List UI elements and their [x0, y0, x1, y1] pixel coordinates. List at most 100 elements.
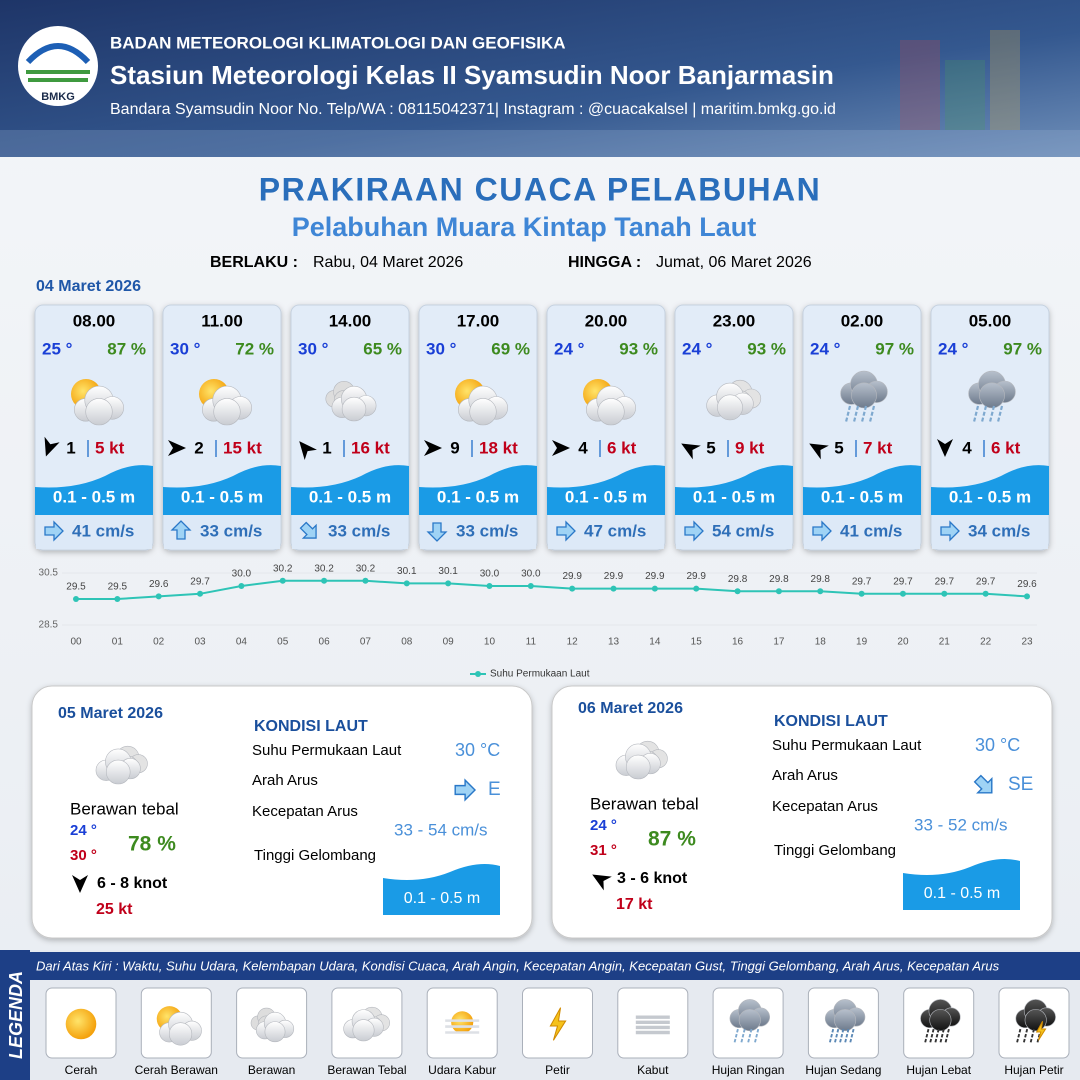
rain-drop: [833, 1028, 840, 1043]
day-condition: Berawan tebal: [590, 794, 699, 813]
legend-item-label: Hujan Ringan: [712, 1063, 785, 1077]
day-condition: Berawan tebal: [70, 799, 179, 818]
day-wind: 6 - 8 knot: [97, 875, 168, 892]
weather-icon: [583, 379, 636, 426]
air-temp: 25 °: [42, 339, 73, 358]
cloud-part: [979, 382, 1005, 409]
wind-speed: 5: [834, 438, 843, 457]
wind-speed: 2: [194, 438, 203, 457]
sst-point: [734, 588, 741, 595]
gust: 7 kt: [863, 438, 893, 457]
humidity: 65 %: [363, 339, 402, 358]
wind-arrow: [681, 443, 701, 460]
rain-drop: [1029, 1028, 1035, 1043]
sst-line: [76, 579, 1028, 600]
cloud-part: [168, 1022, 193, 1046]
data-label: 30.0: [232, 569, 252, 580]
rain-drop: [1016, 1028, 1022, 1043]
sst-point: [486, 583, 493, 589]
sst-point: [279, 577, 286, 584]
current-speed: 41 cm/s: [72, 521, 134, 540]
x-tick-label: 12: [567, 637, 579, 648]
wave-height: 0.1 - 0.5 m: [821, 487, 903, 506]
day-panel: [31, 685, 533, 939]
wave: [547, 465, 665, 515]
weather-icon: [615, 740, 668, 780]
wave-height: 0.1 - 0.5 m: [693, 487, 775, 506]
sun: [65, 1008, 97, 1040]
legend-bar: [30, 952, 1080, 980]
subtitle: Pelabuhan Muara Kintap Tanah Laut: [292, 212, 757, 242]
sea-label: Kecepatan Arus: [252, 803, 358, 820]
x-tick-label: 08: [401, 637, 413, 648]
rain-drop: [924, 1028, 930, 1043]
day-tmin: 24 °: [70, 822, 97, 839]
sea-wave: 0.1 - 0.5 m: [404, 890, 480, 907]
sea-label: Suhu Permukaan Laut: [772, 737, 922, 754]
sst-point: [445, 580, 452, 587]
wind-arrow: [72, 875, 88, 893]
forecast-date: 04 Maret 2026: [36, 278, 141, 295]
sst-point: [403, 580, 410, 587]
cloud-part: [929, 1009, 952, 1032]
x-tick-label: 10: [484, 637, 496, 648]
wave-height: 0.1 - 0.5 m: [949, 487, 1031, 506]
x-tick-label: 11: [526, 637, 537, 648]
gust: 9 kt: [735, 438, 765, 457]
y-tick-label: 30.5: [39, 568, 59, 579]
gust: 5 kt: [95, 438, 125, 457]
legend-item-label: Hujan Sedang: [805, 1063, 881, 1077]
wind-arrow: [552, 440, 570, 456]
cloud-part: [625, 754, 651, 780]
weather-icon: [156, 1006, 202, 1046]
cloud-part: [738, 1009, 761, 1032]
logo-stripes: [26, 70, 90, 82]
from-label: BERLAKU :: [210, 254, 298, 271]
air-temp: 24 °: [938, 339, 969, 358]
humidity: 93 %: [619, 339, 658, 358]
current-arrow: [684, 520, 704, 542]
sea-label: Arah Arus: [772, 767, 838, 784]
current-arrow: [973, 774, 993, 794]
cloud-part: [469, 398, 497, 426]
x-tick-label: 09: [443, 637, 455, 648]
x-tick-label: 23: [1021, 637, 1033, 648]
rain-drop: [996, 405, 1004, 423]
legend-item-label: Udara Kabur: [428, 1063, 496, 1077]
legend-side: [0, 950, 30, 1080]
current-speed: 33 cm/s: [328, 521, 390, 540]
cloud-part: [834, 1009, 857, 1032]
wind-arrow: [937, 439, 953, 457]
wind-arrow: [299, 441, 317, 461]
data-label: 29.7: [935, 576, 955, 587]
logo-text: BMKG: [41, 91, 75, 103]
sea-title: KONDISI LAUT: [254, 718, 368, 735]
data-label: 29.5: [66, 582, 86, 593]
wind-speed: 9: [450, 438, 459, 457]
data-label: 30.0: [521, 569, 541, 580]
sea-sst: 30 °C: [455, 740, 500, 760]
rain-drop: [972, 405, 980, 423]
sea-sst: 30 °C: [975, 735, 1020, 755]
weather-icon: [968, 370, 1016, 423]
x-tick-label: 14: [649, 637, 661, 648]
current-arrow: [44, 520, 64, 542]
sst-point: [238, 583, 245, 589]
day-gust: 17 kt: [616, 896, 653, 913]
x-tick-label: 01: [112, 637, 124, 648]
rain-drop: [1022, 1028, 1029, 1043]
legend-item-label: Cerah: [65, 1063, 98, 1077]
x-tick-label: 03: [194, 637, 206, 648]
current-arrow: [426, 522, 448, 542]
weather-icon: [455, 379, 508, 426]
x-tick-label: 04: [236, 637, 248, 648]
legend-item-label: Hujan Petir: [1004, 1063, 1063, 1077]
legend-item-label: Hujan Lebat: [906, 1063, 971, 1077]
cloud-part: [717, 394, 743, 421]
wave-height: 0.1 - 0.5 m: [565, 487, 647, 506]
wind-arrow: [44, 436, 60, 457]
wind-speed: 1: [322, 438, 331, 457]
weather-icon: [445, 1011, 480, 1034]
current-arrow: [940, 520, 960, 542]
humidity: 69 %: [491, 339, 530, 358]
